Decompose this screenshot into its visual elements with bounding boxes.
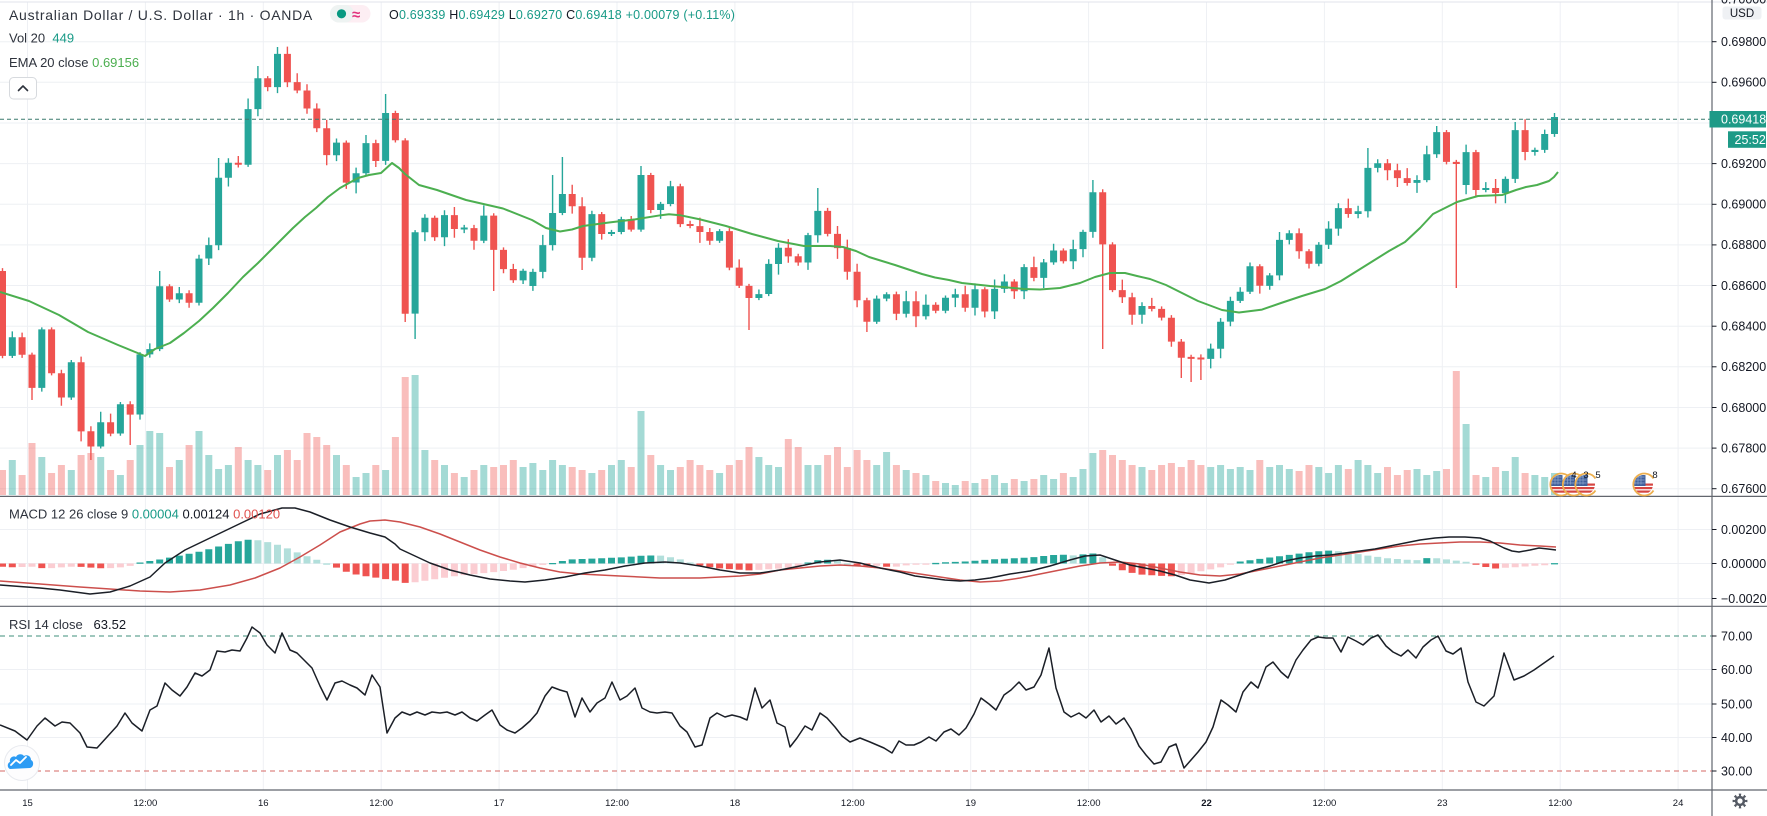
svg-text:EMA 20 close 0.69156: EMA 20 close 0.69156 — [9, 55, 139, 70]
svg-text:4: 4 — [1571, 470, 1576, 481]
svg-text:12:00: 12:00 — [134, 798, 158, 809]
svg-text:50.00: 50.00 — [1721, 697, 1752, 711]
svg-text:12:00: 12:00 — [841, 798, 865, 809]
svg-text:0.70000: 0.70000 — [1721, 0, 1766, 7]
svg-text:17: 17 — [494, 798, 505, 809]
svg-text:Vol 20 449: Vol 20 449 — [9, 31, 74, 46]
svg-text:0.67800: 0.67800 — [1721, 441, 1766, 455]
svg-text:24: 24 — [1673, 798, 1684, 809]
svg-text:16: 16 — [258, 798, 269, 809]
svg-text:0.69200: 0.69200 — [1721, 157, 1766, 171]
svg-text:3: 3 — [1583, 470, 1588, 481]
svg-text:23: 23 — [1437, 798, 1448, 809]
svg-text:60.00: 60.00 — [1721, 663, 1752, 677]
svg-text:12:00: 12:00 — [605, 798, 629, 809]
svg-text:MACD 12 26 close 9 0.00004 0: MACD 12 26 close 9 0.00004 0.00124 0.001… — [9, 507, 280, 522]
svg-text:15: 15 — [22, 798, 33, 809]
svg-text:40.00: 40.00 — [1721, 731, 1752, 745]
svg-text:0.68000: 0.68000 — [1721, 401, 1766, 415]
svg-text:8: 8 — [1652, 470, 1657, 481]
svg-text:0.69000: 0.69000 — [1721, 198, 1766, 212]
svg-text:0.68200: 0.68200 — [1721, 360, 1766, 374]
svg-text:19: 19 — [965, 798, 976, 809]
svg-text:12:00: 12:00 — [369, 798, 393, 809]
svg-text:12:00: 12:00 — [1548, 798, 1572, 809]
svg-text:22: 22 — [1201, 798, 1212, 809]
svg-text:70.00: 70.00 — [1721, 629, 1752, 643]
svg-text:0.69600: 0.69600 — [1721, 76, 1766, 90]
svg-text:0.69418: 0.69418 — [1721, 113, 1766, 127]
svg-text:25:52: 25:52 — [1735, 133, 1766, 147]
svg-text:Australian Dollar / U.S. Dolla: Australian Dollar / U.S. Dollar · 1h · O… — [9, 7, 313, 23]
svg-text:18: 18 — [730, 798, 741, 809]
svg-text:RSI 14 close 63.52: RSI 14 close 63.52 — [9, 617, 126, 632]
svg-text:O0.69339 H0.69429 L0.69270: O0.69339 H0.69429 L0.69270 C0.69418 +0.0… — [389, 8, 735, 22]
svg-text:0.68800: 0.68800 — [1721, 238, 1766, 252]
svg-text:0.68600: 0.68600 — [1721, 279, 1766, 293]
svg-text:0.00200: 0.00200 — [1721, 523, 1766, 537]
svg-text:30.00: 30.00 — [1721, 764, 1752, 778]
svg-text:0.00000: 0.00000 — [1721, 557, 1766, 571]
svg-text:5: 5 — [1595, 470, 1600, 481]
svg-text:0.68400: 0.68400 — [1721, 320, 1766, 334]
svg-text:12:00: 12:00 — [1077, 798, 1101, 809]
svg-text:USD: USD — [1730, 8, 1754, 20]
svg-text:0.67600: 0.67600 — [1721, 482, 1766, 496]
svg-text:12:00: 12:00 — [1313, 798, 1337, 809]
svg-text:0.69800: 0.69800 — [1721, 35, 1766, 49]
svg-text:−0.00200: −0.00200 — [1721, 592, 1767, 606]
svg-text:≈: ≈ — [352, 7, 360, 24]
